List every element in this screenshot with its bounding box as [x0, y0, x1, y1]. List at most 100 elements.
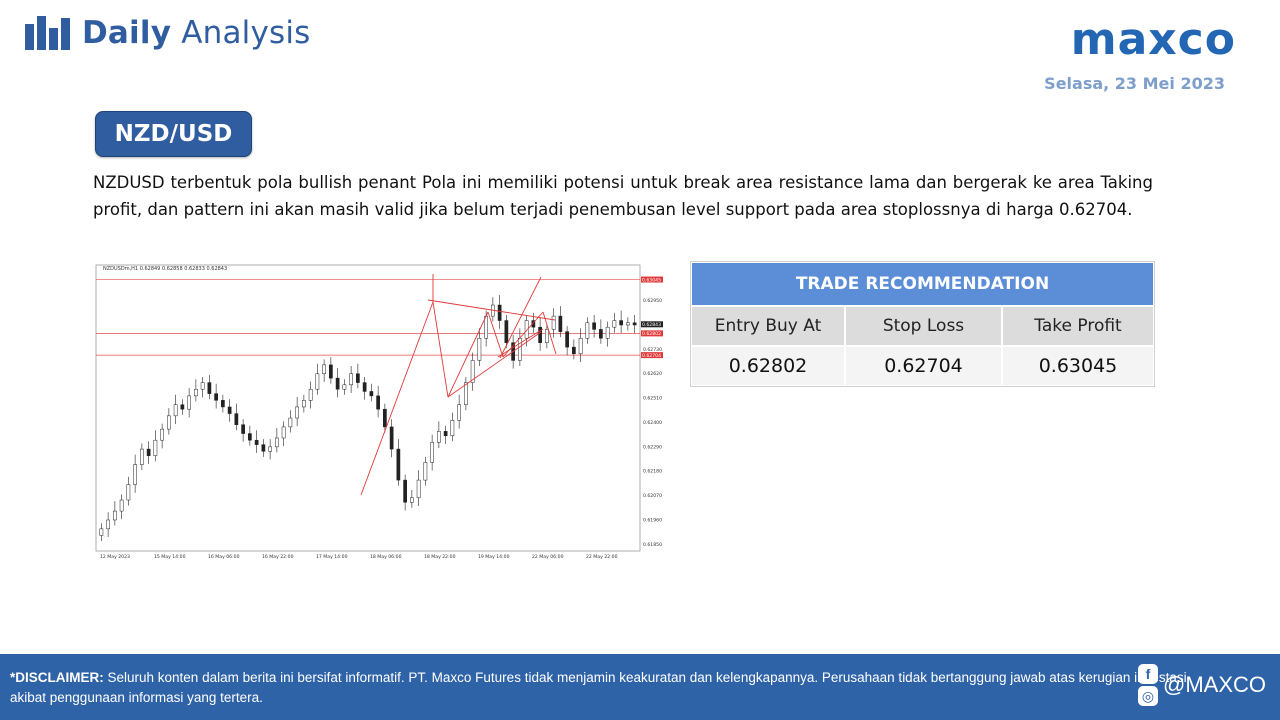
- candle-body: [248, 433, 252, 441]
- price-label: 0.63045: [642, 277, 661, 283]
- candle-body: [133, 464, 137, 485]
- candle-body: [261, 444, 266, 452]
- candle-body: [119, 499, 124, 512]
- candle-body: [295, 406, 299, 419]
- trade-recommendation-table: TRADE RECOMMENDATION Entry Buy At Stop L…: [690, 261, 1155, 387]
- candle-body: [322, 364, 326, 374]
- price-label: 0.62704: [642, 353, 661, 359]
- price-label-bg: [641, 330, 663, 337]
- price-label-bg: [641, 276, 663, 283]
- price-chart: NZDUSDm,H1 0.62849 0.62858 0.62833 0.628…: [93, 262, 665, 560]
- candle-body: [545, 329, 549, 343]
- x-tick-label: 22 May 06:00: [532, 554, 564, 560]
- handle-text: @MAXCO: [1162, 672, 1266, 697]
- disclaimer-text: Seluruh konten dalam berita ini bersifat…: [10, 670, 1187, 705]
- candle-body: [254, 439, 259, 445]
- candle-body: [531, 320, 536, 328]
- candle-body: [227, 406, 232, 414]
- candle-body: [477, 338, 482, 361]
- pattern-line: [432, 301, 449, 398]
- x-tick-label: 16 May 06:00: [208, 554, 240, 560]
- candle-body: [173, 404, 178, 417]
- candle-body: [288, 417, 293, 428]
- pennant-pattern: [360, 274, 557, 496]
- social-handle[interactable]: f ◎ @MAXCO: [1137, 664, 1266, 706]
- candle-body: [335, 377, 340, 390]
- candle-body: [443, 431, 448, 437]
- candle-body: [410, 497, 414, 503]
- candle-body: [106, 519, 110, 530]
- candle-body: [497, 304, 502, 321]
- stoploss-header: Stop Loss: [845, 306, 1002, 346]
- candle-body: [126, 484, 131, 501]
- candle-body: [565, 331, 569, 348]
- candle-body: [140, 448, 144, 465]
- price-label-bg: [641, 321, 663, 328]
- pattern-line: [487, 311, 504, 358]
- maxco-logo: maxco: [1070, 14, 1236, 65]
- entry-header: Entry Buy At: [691, 306, 845, 346]
- candle-body: [599, 329, 603, 339]
- pattern-line: [497, 328, 544, 358]
- candle-body: [194, 388, 198, 397]
- y-tick-label: 0.62180: [643, 469, 662, 475]
- candle-body: [376, 395, 380, 410]
- candle-body: [518, 338, 522, 361]
- candle-body: [275, 437, 279, 448]
- candle-body: [457, 404, 461, 421]
- candle-body: [99, 528, 104, 536]
- y-tick-label: 0.62730: [643, 347, 662, 353]
- pair-badge: NZD/USD: [95, 111, 252, 157]
- candle-body: [558, 315, 563, 332]
- trade-title: TRADE RECOMMENDATION: [691, 262, 1154, 306]
- y-tick-label: 0.61850: [643, 542, 662, 548]
- chart-title: NZDUSDm,H1 0.62849 0.62858 0.62833 0.628…: [103, 266, 227, 272]
- candle-body: [234, 413, 239, 425]
- x-tick-label: 19 May 14:00: [478, 554, 510, 560]
- candle-body: [389, 426, 394, 450]
- candle-body: [221, 400, 225, 408]
- stoploss-value: 0.62704: [845, 346, 1002, 386]
- candle-body: [167, 415, 171, 430]
- candle-body: [356, 373, 360, 383]
- y-tick-label: 0.61960: [643, 517, 662, 523]
- candle-body: [572, 346, 576, 355]
- bar-chart-icon: [25, 16, 70, 50]
- candle-body: [632, 322, 637, 326]
- instagram-icon[interactable]: ◎: [1137, 686, 1158, 706]
- candle-body: [329, 364, 333, 379]
- y-tick-label: 0.62950: [643, 298, 662, 304]
- candle-body: [470, 360, 475, 383]
- pattern-line: [360, 301, 434, 496]
- x-tick-label: 17 May 14:00: [316, 554, 348, 560]
- y-tick-label: 0.62620: [643, 371, 662, 377]
- candle-body: [578, 338, 583, 355]
- candle-body: [396, 448, 401, 481]
- entry-value: 0.62802: [691, 346, 845, 386]
- x-tick-label: 12 May 2023: [100, 554, 130, 560]
- report-date: Selasa, 23 Mei 2023: [1044, 74, 1225, 93]
- candle-body: [416, 479, 421, 499]
- candle-body: [437, 431, 441, 443]
- candle-body: [585, 322, 590, 339]
- disclaimer-label: *DISCLAIMER:: [10, 670, 104, 685]
- candle-body: [612, 320, 617, 328]
- pattern-line: [447, 331, 542, 398]
- candle-body: [430, 442, 434, 463]
- candle-body: [214, 393, 218, 401]
- candle-body: [504, 320, 509, 343]
- candle-body: [383, 408, 387, 428]
- candle-body: [362, 382, 367, 392]
- disclaimer: *DISCLAIMER: Seluruh konten dalam berita…: [10, 668, 1220, 708]
- candle-body: [241, 424, 245, 434]
- candle-body: [403, 479, 407, 503]
- candle-body: [180, 404, 185, 410]
- takeprofit-value: 0.63045: [1002, 346, 1154, 386]
- candle-body: [146, 448, 151, 456]
- candle-body: [551, 315, 556, 330]
- x-tick-label: 15 May 14:00: [154, 554, 186, 560]
- candle-body: [349, 373, 353, 386]
- footer: *DISCLAIMER: Seluruh konten dalam berita…: [0, 654, 1280, 720]
- candle-body: [153, 439, 158, 456]
- facebook-icon[interactable]: f: [1137, 664, 1158, 684]
